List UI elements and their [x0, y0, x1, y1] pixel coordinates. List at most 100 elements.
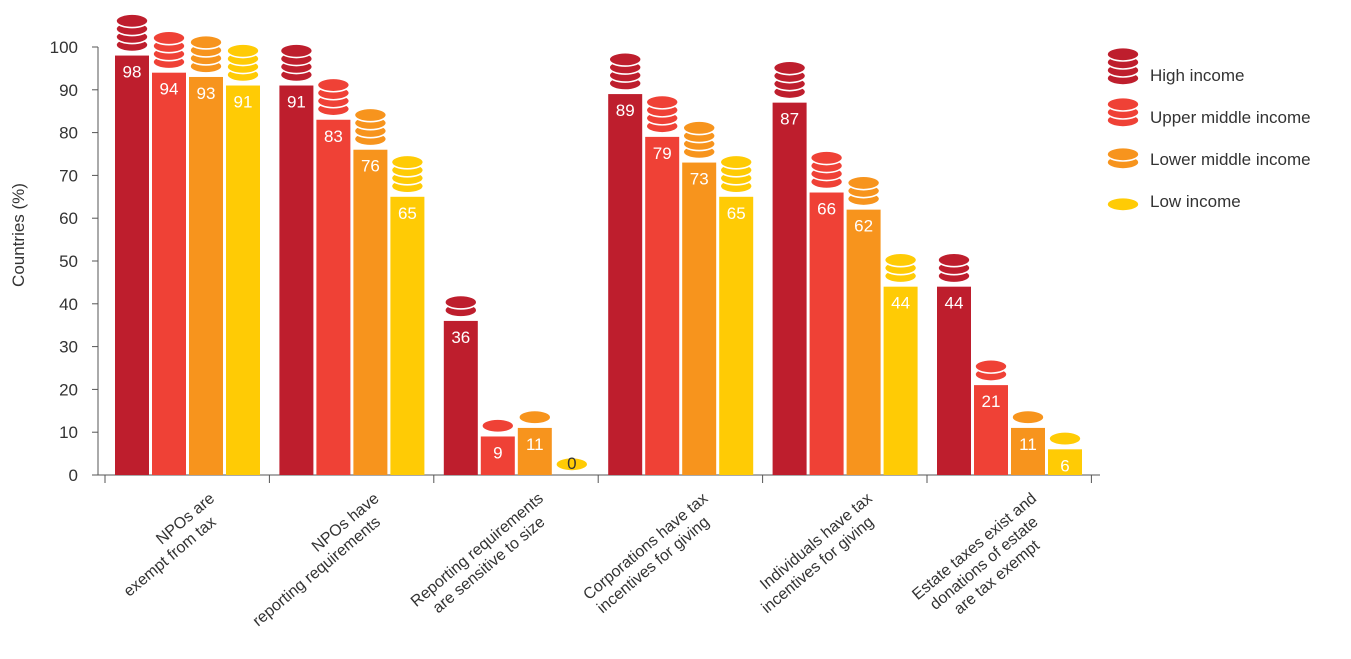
bar	[846, 209, 881, 475]
coin-stack-icon	[645, 94, 680, 134]
y-tick-label: 40	[59, 295, 78, 314]
bar-group: 44	[937, 252, 971, 475]
bar-group: 65	[719, 154, 754, 476]
y-tick-label: 30	[59, 338, 78, 357]
data-label: 0	[567, 454, 576, 473]
bar-group: 89	[608, 51, 643, 475]
y-tick-label: 70	[59, 166, 78, 185]
data-label: 73	[690, 170, 709, 189]
data-label: 36	[451, 328, 470, 347]
data-label: 66	[817, 200, 836, 219]
legend-label: Low income	[1150, 192, 1241, 211]
legend-item: Low income	[1106, 192, 1241, 212]
bar	[645, 136, 680, 475]
bar-group: 11	[1011, 409, 1045, 475]
legend-item: High income	[1106, 46, 1245, 86]
y-tick-label: 100	[50, 38, 78, 57]
data-label: 21	[982, 392, 1001, 411]
x-axis	[98, 474, 1100, 483]
bar-group: 21	[974, 358, 1008, 475]
coin-stack-icon	[608, 51, 643, 91]
data-label: 94	[160, 80, 179, 99]
coin-stack-icon	[226, 43, 260, 83]
coin-stack-icon	[974, 358, 1008, 382]
data-label: 11	[526, 435, 544, 454]
bar	[772, 102, 807, 475]
bar	[316, 119, 351, 475]
coin-stack-icon	[279, 43, 314, 83]
bar	[443, 320, 478, 475]
bar	[682, 162, 717, 475]
bar-group: 91	[226, 43, 260, 476]
bar-group: 44	[883, 252, 918, 475]
data-label: 91	[287, 93, 306, 112]
bar-group: 62	[846, 175, 881, 475]
bar	[809, 192, 844, 475]
data-label: 98	[123, 63, 142, 82]
coin-stack-icon	[1106, 96, 1140, 128]
coin-stack-icon	[1106, 196, 1140, 212]
y-tick-label: 0	[69, 466, 78, 485]
category-labels: NPOs areexempt from tax NPOs havereportin…	[109, 490, 1044, 630]
coin-stack-icon	[846, 175, 881, 207]
category-label: Corporations have taxincentives for givi…	[580, 490, 723, 618]
y-tick-label: 60	[59, 209, 78, 228]
coin-stack-icon	[682, 120, 717, 160]
data-label: 9	[493, 443, 502, 462]
bar-group: 76	[353, 107, 388, 475]
data-label: 87	[780, 110, 799, 129]
data-label: 65	[727, 204, 746, 223]
coin-stack-icon	[554, 456, 589, 472]
data-label: 6	[1060, 456, 1069, 475]
y-axis: 0 10 20 30 40 50 60 70 80 90 100	[50, 38, 99, 485]
coin-stack-icon	[480, 418, 515, 434]
category-label: NPOs areexempt from tax	[109, 490, 231, 600]
bar	[226, 85, 260, 476]
category-label: NPOs havereporting requirements	[238, 490, 395, 630]
bar	[480, 436, 515, 475]
data-label: 76	[361, 157, 380, 176]
coin-stack-icon	[115, 13, 149, 53]
bar-group: 6	[1048, 431, 1082, 475]
coin-stack-icon	[1106, 146, 1140, 170]
data-label: 79	[653, 144, 672, 163]
bar-group: 36	[443, 294, 478, 475]
bar-group: 65	[390, 154, 425, 476]
bar-group: 0	[554, 454, 589, 473]
coin-stack-icon	[353, 107, 388, 147]
legend-label: High income	[1150, 66, 1245, 85]
coin-stack-icon	[316, 77, 351, 117]
category-label: Reporting requirementsare sensitive to s…	[408, 490, 559, 625]
coin-stack-icon	[883, 252, 918, 284]
bar-group: 11	[517, 409, 552, 475]
bar	[152, 72, 186, 476]
bar	[279, 85, 314, 476]
data-label: 83	[324, 127, 343, 146]
data-label: 44	[891, 294, 910, 313]
bar-group: 73	[682, 120, 717, 475]
coin-stack-icon	[937, 252, 971, 284]
data-label: 93	[197, 84, 216, 103]
bar-group: 9	[480, 418, 515, 475]
y-axis-title: Countries (%)	[9, 183, 28, 287]
bar	[353, 149, 388, 475]
bar	[1011, 427, 1045, 475]
data-label: 44	[945, 294, 964, 313]
coin-stack-icon	[152, 30, 186, 70]
bar	[883, 286, 918, 475]
coin-stack-icon	[189, 34, 223, 74]
bar	[115, 55, 149, 476]
bar-group: 91	[279, 43, 314, 476]
bar	[608, 94, 643, 475]
coin-stack-icon	[517, 409, 552, 425]
bar-group: 87	[772, 60, 807, 475]
y-tick-label: 80	[59, 124, 78, 143]
y-tick-label: 20	[59, 380, 78, 399]
coin-stack-icon	[772, 60, 807, 100]
coin-stack-icon	[1011, 409, 1045, 425]
legend-item: Lower middle income	[1106, 146, 1311, 170]
bar	[937, 286, 971, 475]
data-label: 65	[398, 204, 417, 223]
data-label: 62	[854, 217, 873, 236]
y-tick-label: 10	[59, 423, 78, 442]
